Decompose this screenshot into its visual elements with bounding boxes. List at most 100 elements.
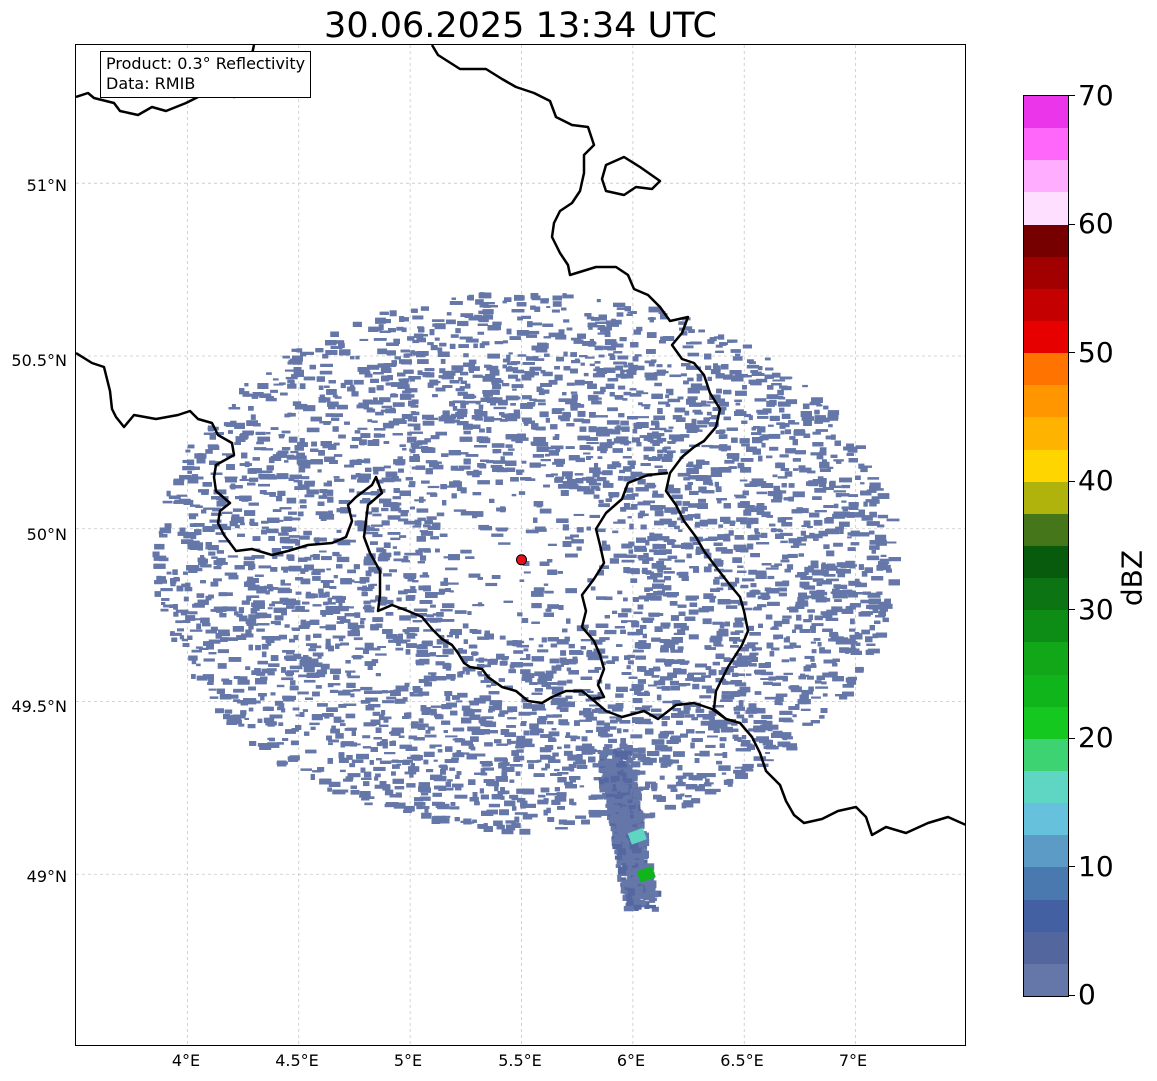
echo-pixel [703, 566, 712, 573]
echo-pixel [481, 716, 494, 720]
echo-pixel [662, 447, 667, 453]
echo-pixel [185, 615, 196, 621]
echo-pixel [440, 358, 446, 364]
echo-pixel [456, 700, 463, 703]
echo-pixel [297, 484, 310, 490]
echo-pixel [271, 601, 284, 604]
echo-pixel [537, 343, 549, 349]
echo-pixel [375, 727, 382, 733]
echo-pixel [773, 485, 780, 492]
echo-pixel [426, 516, 437, 520]
echo-pixel [168, 495, 181, 499]
echo-pixel [286, 670, 299, 673]
echo-pixel [729, 370, 742, 375]
echo-pixel [478, 717, 487, 723]
echo-pixel [467, 611, 472, 615]
echo-pixel [343, 703, 357, 706]
echo-pixel [767, 575, 775, 580]
echo-pixel [353, 379, 364, 385]
echo-pixel [621, 426, 630, 432]
echo-pixel [298, 535, 310, 540]
echo-pixel [649, 433, 662, 439]
echo-pixel [417, 440, 428, 445]
echo-pixel [267, 607, 273, 610]
echo-pixel [247, 584, 260, 591]
echo-pixel [677, 629, 686, 635]
echo-pixel [651, 637, 661, 642]
echo-pixel [256, 441, 264, 445]
echo-pixel [293, 634, 299, 641]
echo-pixel [421, 812, 432, 819]
echo-pixel [867, 648, 880, 654]
echo-pixel [787, 553, 798, 558]
echo-pixel [599, 565, 609, 569]
echo-pixel [756, 491, 768, 495]
echo-pixel [626, 665, 631, 670]
echo-pixel [478, 310, 491, 314]
echo-pixel [315, 685, 322, 689]
echo-pixel [416, 508, 429, 513]
echo-pixel [819, 482, 827, 488]
echo-pixel [396, 326, 404, 331]
radar-map[interactable] [75, 44, 966, 1046]
echo-pixel [557, 746, 562, 750]
echo-pixel [644, 406, 650, 410]
echo-pixel [232, 508, 243, 512]
echo-pixel [203, 658, 215, 662]
echo-pixel [867, 477, 880, 480]
echo-pixel [587, 325, 601, 328]
echo-pixel [420, 555, 427, 561]
echo-pixel [262, 706, 274, 711]
echo-pixel [329, 689, 339, 693]
echo-pixel [801, 416, 815, 421]
echo-pixel [242, 391, 250, 397]
echo-pixel [217, 562, 228, 565]
echo-pixel [403, 805, 415, 812]
echo-pixel [217, 649, 229, 654]
echo-pixel [740, 646, 749, 652]
echo-pixel [349, 763, 356, 768]
echo-pixel [749, 654, 757, 658]
echo-pixel [735, 495, 747, 499]
echo-pixel [705, 744, 716, 748]
echo-pixel [379, 397, 391, 403]
echo-pixel [213, 489, 227, 495]
echo-pixel [501, 771, 508, 778]
echo-pixel [607, 704, 619, 709]
echo-pixel [334, 340, 345, 344]
echo-pixel [504, 732, 516, 737]
echo-pixel [823, 544, 830, 549]
echo-pixel [492, 321, 502, 326]
echo-pixel [373, 428, 386, 431]
echo-pixel [687, 377, 694, 382]
echo-pixel [325, 638, 331, 645]
echo-pixel [552, 436, 560, 440]
echo-pixel [309, 662, 323, 668]
echo-pixel [300, 578, 311, 585]
echo-pixel [595, 528, 606, 533]
echo-pixel [877, 514, 889, 519]
echo-pixel [510, 477, 519, 482]
echo-pixel [399, 615, 411, 621]
echo-pixel [879, 558, 891, 562]
echo-pixel [392, 764, 400, 769]
echo-pixel [566, 679, 573, 684]
echo-pixel [304, 556, 312, 561]
echo-pixel [211, 512, 223, 516]
echo-pixel [312, 554, 320, 560]
echo-pixel [643, 454, 649, 460]
echo-pixel [670, 649, 683, 653]
echo-pixel [621, 608, 632, 613]
echo-pixel [534, 671, 545, 677]
echo-pixel [810, 720, 820, 724]
echo-pixel [479, 695, 492, 702]
echo-pixel [261, 448, 274, 451]
echo-pixel [285, 729, 296, 734]
echo-pixel [684, 326, 693, 329]
echo-pixel [458, 377, 463, 381]
echo-pixel [811, 623, 824, 627]
echo-pixel [359, 439, 367, 445]
echo-pixel [570, 337, 582, 341]
echo-pixel [718, 334, 725, 340]
echo-pixel [241, 600, 250, 605]
